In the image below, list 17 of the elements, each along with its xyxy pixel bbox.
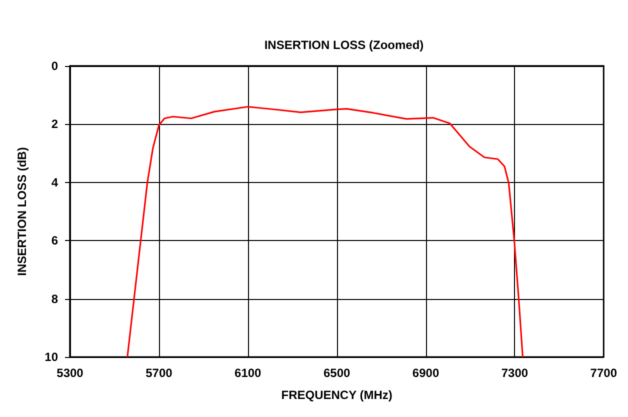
y-tick-label: 2 bbox=[51, 117, 58, 132]
y-axis-title: INSERTION LOSS (dB) bbox=[15, 147, 29, 276]
x-tick-label: 6100 bbox=[234, 366, 262, 380]
x-tick-label: 6500 bbox=[323, 366, 350, 380]
chart-title: INSERTION LOSS (Zoomed) bbox=[264, 38, 424, 52]
x-tick-label: 7700 bbox=[590, 366, 618, 380]
y-tick-label: 4 bbox=[51, 175, 58, 190]
y-tick-label: 8 bbox=[51, 292, 58, 306]
y-tick-label: 10 bbox=[44, 350, 58, 364]
y-tick-label: 0 bbox=[51, 59, 58, 73]
line-series bbox=[126, 106, 524, 358]
x-tick-label: 6900 bbox=[412, 366, 440, 380]
x-tick-label: 5300 bbox=[56, 366, 84, 380]
x-tick-label: 7300 bbox=[501, 366, 528, 380]
x-tick-label: 5700 bbox=[146, 366, 173, 380]
x-axis-title: FREQUENCY (MHz) bbox=[281, 388, 392, 402]
y-tick-label: 6 bbox=[51, 234, 58, 248]
